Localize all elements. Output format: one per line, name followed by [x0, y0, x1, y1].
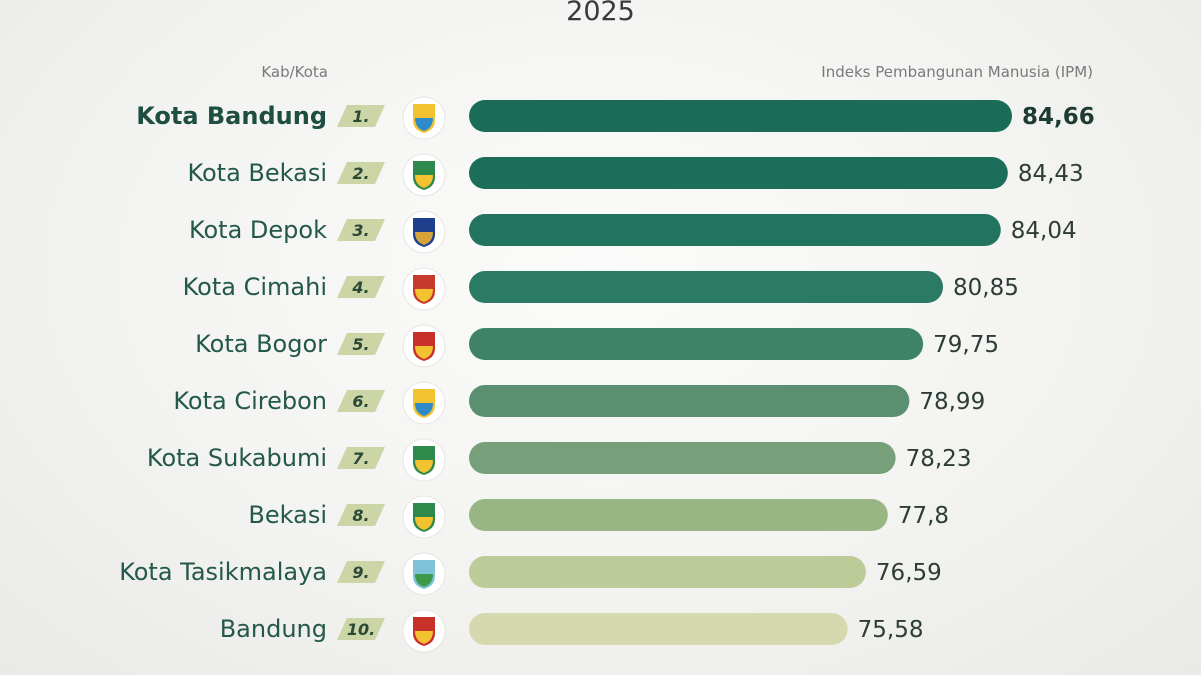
value-label: 84,66 — [1022, 104, 1095, 130]
rank-badge — [337, 219, 385, 241]
rank-label: 3. — [352, 221, 369, 240]
rank-label: 2. — [352, 164, 369, 183]
bar-row: Bekasi 8. 77,8 — [248, 495, 949, 539]
category-column-header: Kab/Kota — [261, 63, 328, 81]
category-label: Kota Cirebon — [173, 387, 327, 415]
bekasi-emblem-icon — [402, 495, 446, 539]
bandung-emblem-icon — [402, 609, 446, 653]
bar-row: Kota Depok 3. 84,04 — [189, 210, 1077, 254]
rank-badge — [337, 333, 385, 355]
rank-label: 1. — [352, 107, 369, 126]
bar-row: Kota Cirebon 6. 78,99 — [173, 381, 985, 425]
rank-badge — [337, 162, 385, 184]
value-label: 84,43 — [1018, 161, 1084, 187]
rank-label: 8. — [352, 506, 369, 525]
category-label: Kota Depok — [189, 216, 327, 244]
category-label: Kota Bekasi — [187, 159, 327, 187]
category-label: Kota Cimahi — [183, 273, 327, 301]
kota-tasikmalaya-emblem-icon — [402, 552, 446, 596]
value-label: 84,04 — [1011, 218, 1077, 244]
rank-badge — [337, 561, 385, 583]
rank-badge — [337, 504, 385, 526]
kota-bogor-emblem-icon — [402, 324, 446, 368]
chart-title: 2025 — [566, 0, 635, 27]
bar — [469, 385, 910, 417]
kota-sukabumi-emblem-icon — [402, 438, 446, 482]
bar — [469, 328, 924, 360]
rank-badge — [337, 447, 385, 469]
value-label: 75,58 — [858, 617, 924, 643]
bar — [469, 613, 848, 645]
bar — [469, 556, 866, 588]
bar — [469, 271, 944, 303]
category-label: Kota Bogor — [195, 330, 327, 358]
bar-row: Kota Tasikmalaya 9. 76,59 — [119, 552, 942, 596]
bar — [469, 499, 888, 531]
value-label: 80,85 — [953, 275, 1019, 301]
kota-depok-emblem-icon — [402, 210, 446, 254]
value-label: 79,75 — [933, 332, 999, 358]
kota-bandung-emblem-icon — [402, 96, 446, 140]
bar-row: Kota Bekasi 2. 84,43 — [187, 153, 1084, 197]
rank-label: 7. — [352, 449, 369, 468]
bar-row: Kota Sukabumi 7. 78,23 — [147, 438, 972, 482]
bar — [469, 100, 1012, 132]
bar — [469, 214, 1001, 246]
rank-badge — [337, 105, 385, 127]
bar-row: Kota Bogor 5. 79,75 — [195, 324, 999, 368]
bar-row: Bandung 10. 75,58 — [220, 609, 924, 653]
category-label: Kota Bandung — [136, 102, 327, 130]
rank-badge — [337, 618, 385, 640]
value-label: 78,99 — [919, 389, 985, 415]
bar — [469, 442, 896, 474]
rank-label: 9. — [352, 563, 369, 582]
kota-cimahi-emblem-icon — [402, 267, 446, 311]
value-column-header: Indeks Pembangunan Manusia (IPM) — [821, 63, 1093, 81]
category-label: Bekasi — [248, 501, 327, 529]
kota-bekasi-emblem-icon — [402, 153, 446, 197]
rank-label: 6. — [352, 392, 369, 411]
rank-badge — [337, 276, 385, 298]
rank-badge — [337, 390, 385, 412]
value-label: 76,59 — [876, 560, 942, 586]
category-label: Kota Sukabumi — [147, 444, 327, 472]
category-label: Kota Tasikmalaya — [119, 558, 327, 586]
rank-label: 5. — [352, 335, 369, 354]
rank-label: 10. — [347, 620, 375, 639]
category-label: Bandung — [220, 615, 327, 643]
value-label: 77,8 — [898, 503, 949, 529]
bar-row: Kota Bandung 1. 84,66 — [136, 96, 1095, 140]
bar — [469, 157, 1008, 189]
value-label: 78,23 — [906, 446, 972, 472]
bar-row: Kota Cimahi 4. 80,85 — [183, 267, 1019, 311]
kota-cirebon-emblem-icon — [402, 381, 446, 425]
rank-label: 4. — [351, 278, 369, 297]
